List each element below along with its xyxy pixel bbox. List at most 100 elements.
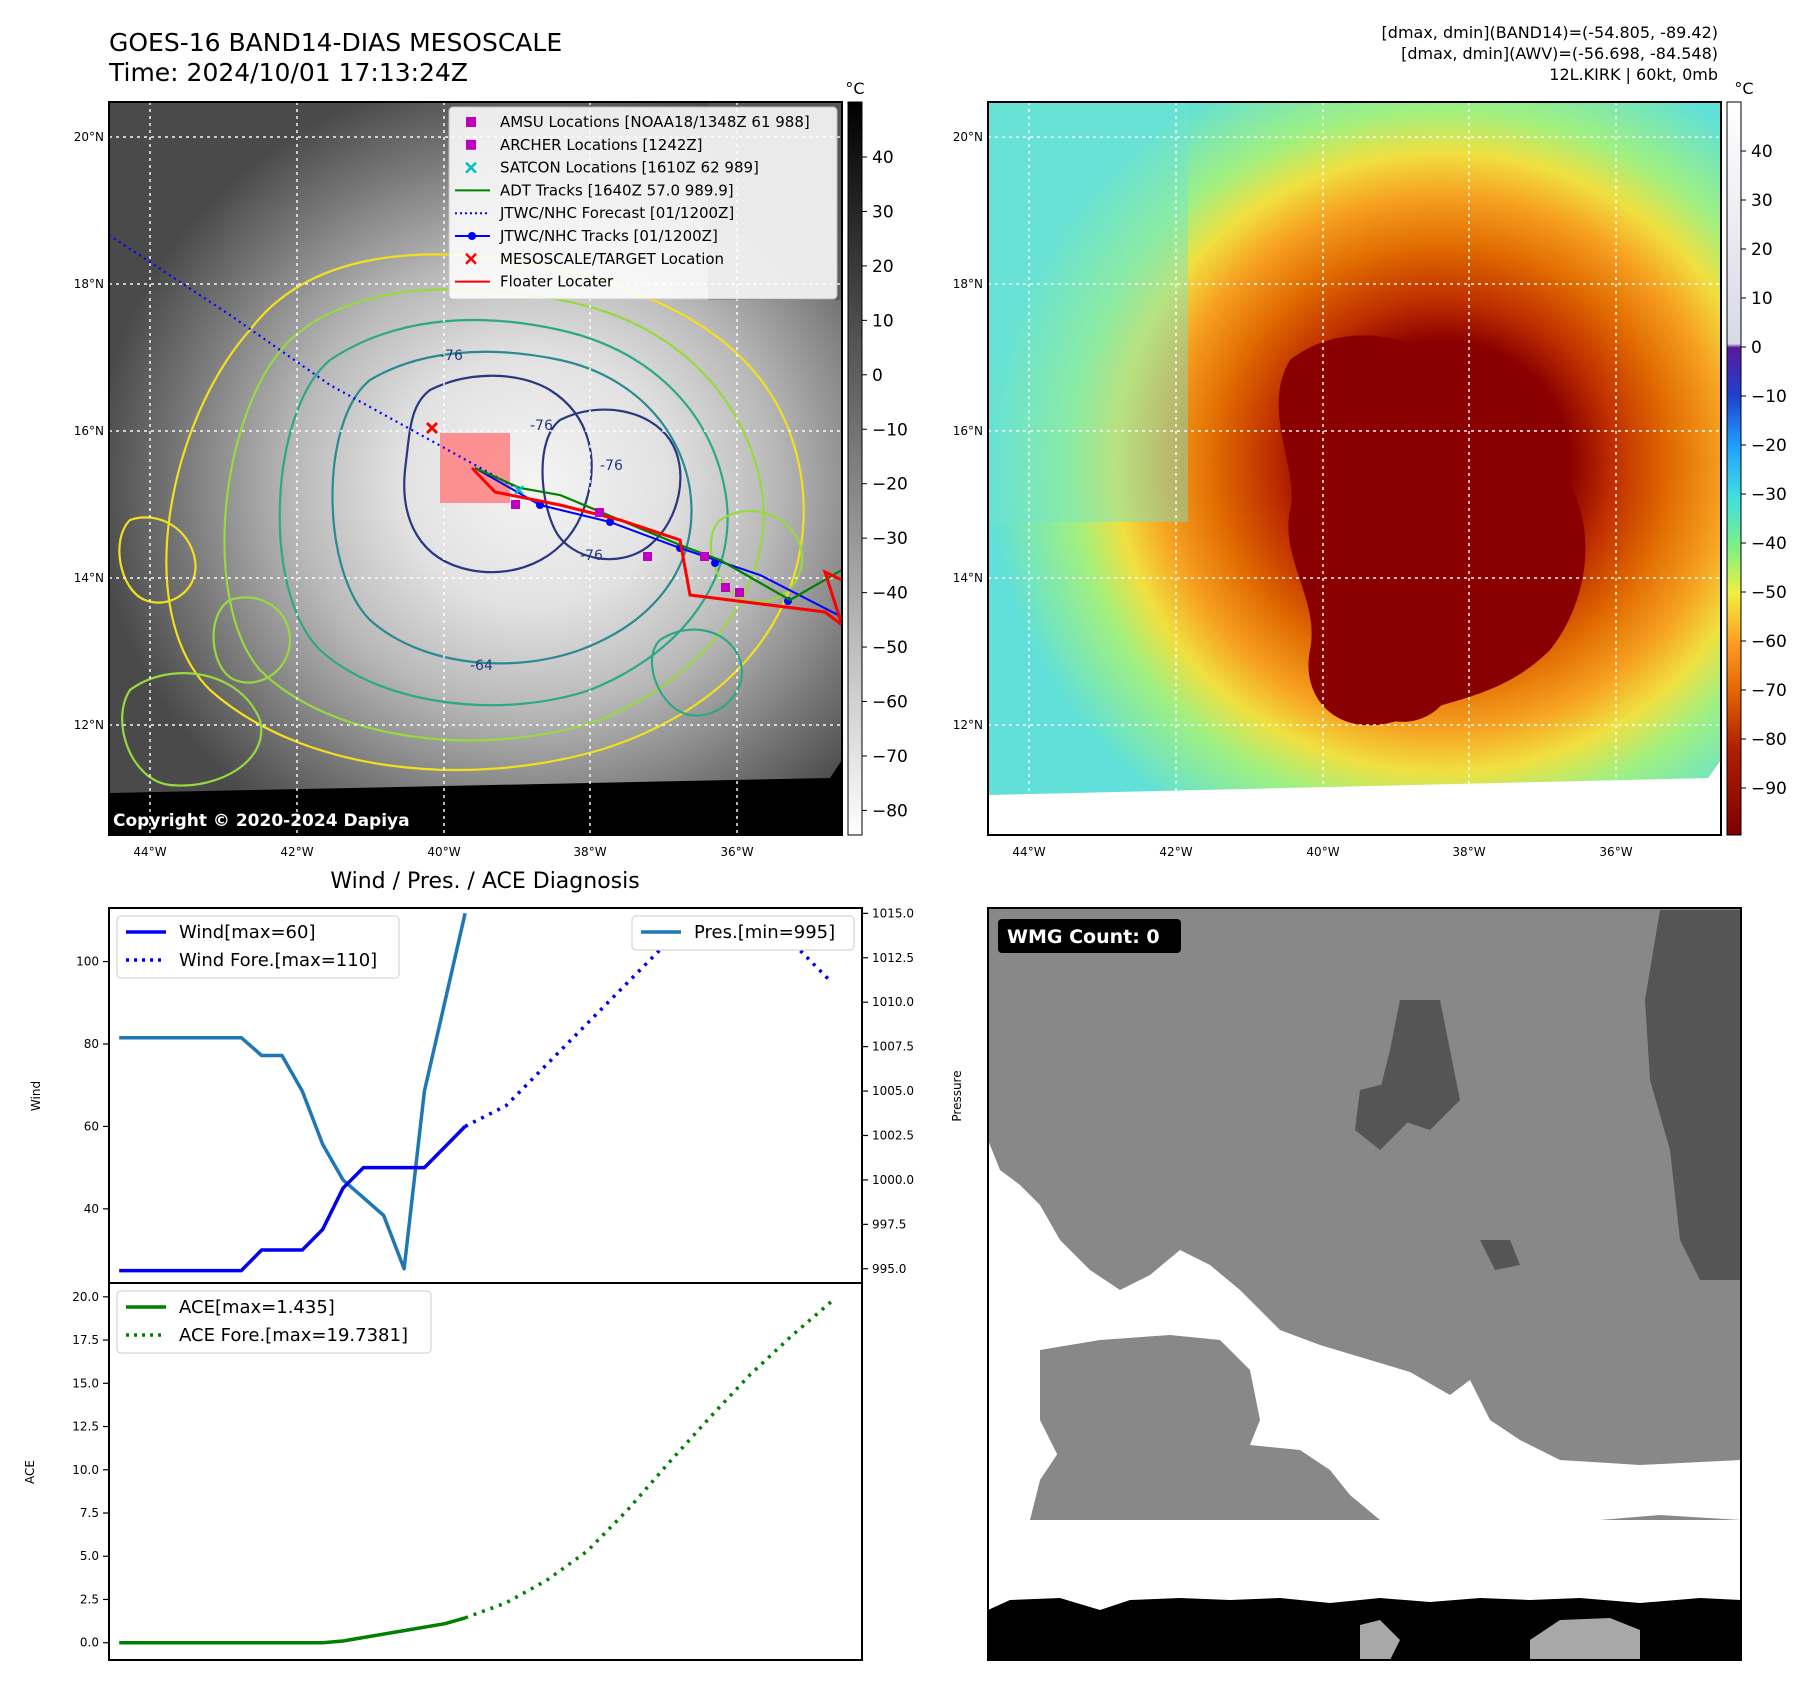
colorbar-unit: °C [1734, 79, 1753, 98]
y-tick-label: 40 [84, 1202, 99, 1216]
pressure-axis-label: Pressure [950, 1070, 964, 1121]
colorbar-tick-label: −10 [872, 420, 908, 440]
legend-item: ARCHER Locations [1242Z] [466, 136, 703, 154]
legend-label: Pres.[min=995] [694, 922, 835, 943]
y-tick-label: 1012.5 [872, 951, 914, 965]
legend-label: ADT Tracks [1640Z 57.0 989.9] [500, 181, 734, 199]
series-line [464, 918, 833, 1128]
y-tick-label: 1002.5 [872, 1128, 914, 1142]
colorbar-tick-label: 40 [872, 148, 894, 168]
lon-label: 42°W [280, 845, 313, 859]
legend-marker [468, 232, 476, 240]
legend-label: ACE Fore.[max=19.7381] [179, 1325, 408, 1346]
map-legend: AMSU Locations [NOAA18/1348Z 61 988] ARCH… [448, 106, 838, 300]
lon-label: 42°W [1159, 845, 1192, 859]
colorbar-tick-label: 10 [872, 311, 894, 331]
colorbar-tick-label: 0 [872, 366, 883, 386]
series-line [119, 912, 467, 1271]
y-tick-label: 1015.0 [872, 906, 914, 920]
legend-marker [465, 252, 477, 265]
diagnosis-title: Wind / Pres. / ACE Diagnosis [330, 869, 639, 894]
info-awv: [dmax, dmin](AWV)=(-56.698, -84.548) [1401, 44, 1718, 63]
legend-marker [466, 117, 476, 127]
y-tick-label: 995.0 [872, 1262, 906, 1276]
y-tick-label: 15.0 [72, 1376, 99, 1390]
legend-marker [465, 161, 477, 174]
figure-title: GOES-16 BAND14-DIAS MESOSCALE [109, 28, 562, 57]
legend-item: AMSU Locations [NOAA18/1348Z 61 988] [466, 113, 810, 131]
colorbar-tick-label: 40 [1751, 142, 1773, 162]
lat-label: 18°N [953, 277, 983, 291]
target-location-marker [425, 421, 439, 435]
wmg-panel: WMG Count: 0 [987, 907, 1742, 1661]
colorbar-tick-label: −50 [872, 638, 908, 658]
figure-time: Time: 2024/10/01 17:13:24Z [108, 58, 468, 87]
colorbar-tick-label: 0 [1751, 338, 1762, 358]
lon-label: 44°W [133, 845, 166, 859]
legend-label: Wind[max=60] [179, 922, 316, 943]
colorbar-tick-label: −40 [872, 584, 908, 604]
colorbar-tick-label: 10 [1751, 289, 1773, 309]
contour-label: -76 [600, 458, 623, 474]
legend-label: AMSU Locations [NOAA18/1348Z 61 988] [500, 113, 810, 131]
colorbar-tick-label: −50 [1751, 583, 1787, 603]
wmg-count-label: WMG Count: 0 [1007, 926, 1160, 948]
y-tick-label: 10.0 [72, 1463, 99, 1477]
satcon-markers [514, 485, 524, 495]
right-colorbar: °C 40 30 20 10 0 −10 −20 −30 −40 −50 −60 −70 −80 −90 [1726, 79, 1787, 836]
lat-label: 20°N [953, 130, 983, 144]
colorbar-tick-label: 30 [872, 202, 894, 222]
lat-label: 16°N [953, 424, 983, 438]
y-tick-label: 1005.0 [872, 1084, 914, 1098]
ace-axis-label: ACE [23, 1460, 37, 1484]
lat-label: 14°N [953, 571, 983, 585]
legend-label: SATCON Locations [1610Z 62 989] [500, 159, 759, 177]
colorbar-tick-label: −30 [872, 529, 908, 549]
forecast-track [109, 234, 521, 491]
contour-label: -76 [440, 348, 463, 364]
legend-label: Floater Locater [500, 273, 614, 291]
lon-label: 36°W [720, 845, 753, 859]
y-tick-label: 12.5 [72, 1420, 99, 1434]
lat-label: 18°N [74, 277, 104, 291]
colorbar-tick-label: −20 [872, 475, 908, 495]
legend-item: SATCON Locations [1610Z 62 989] [465, 159, 759, 177]
colorbar-tick-label: 30 [1751, 191, 1773, 211]
floater-locator-track [470, 466, 842, 627]
lon-label: 40°W [1306, 845, 1339, 859]
y-tick-label: 7.5 [80, 1506, 99, 1520]
y-tick-label: 5.0 [80, 1549, 99, 1563]
legend-item: JTWC/NHC Forecast [01/1200Z] [455, 204, 734, 222]
colorbar-tick-label: 20 [872, 257, 894, 277]
lon-label: 36°W [1599, 845, 1632, 859]
wind-pressure-chart: 40 60 80 100 995.0 997.5 1000.0 1002.5 1005.0 10… [29, 906, 964, 1284]
legend-label: ARCHER Locations [1242Z] [500, 136, 703, 154]
y-tick-label: 17.5 [72, 1333, 99, 1347]
legend-label: MESOSCALE/TARGET Location [500, 250, 724, 268]
y-tick-label: 1010.0 [872, 995, 914, 1009]
legend-item: JTWC/NHC Tracks [01/1200Z] [455, 227, 718, 245]
lon-label: 38°W [573, 845, 606, 859]
legend-label: Wind Fore.[max=110] [179, 950, 377, 971]
colorbar-tick-label: −90 [1751, 779, 1787, 799]
colorbar-tick-label: −70 [1751, 681, 1787, 701]
lat-label: 14°N [74, 571, 104, 585]
colorbar-tick-label: −80 [1751, 730, 1787, 750]
y-tick-label: 100 [76, 955, 99, 969]
info-storm: 12L.KIRK | 60kt, 0mb [1549, 65, 1718, 84]
ace-chart: 0.0 2.5 5.0 7.5 10.0 12.5 15.0 17.5 20.0 ACE ACE… [23, 1282, 863, 1661]
contour-label: -64 [470, 658, 493, 674]
info-band14: [dmax, dmin](BAND14)=(-54.805, -89.42) [1382, 23, 1718, 42]
legend-marker [466, 139, 476, 150]
lon-label: 40°W [427, 845, 460, 859]
colorbar-tick-label: −30 [1751, 485, 1787, 505]
colorbar-tick-label: −70 [872, 747, 908, 767]
lat-label: 16°N [74, 424, 104, 438]
y-tick-label: 1000.0 [872, 1173, 914, 1187]
colorbar-tick-label: −60 [1751, 632, 1787, 652]
y-tick-label: 2.5 [80, 1592, 99, 1606]
y-tick-label: 997.5 [872, 1217, 906, 1231]
y-tick-label: 20.0 [72, 1290, 99, 1304]
wmg-count-badge [998, 919, 1181, 953]
